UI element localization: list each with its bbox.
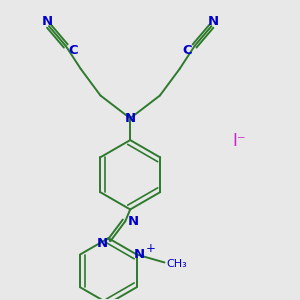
Text: C: C xyxy=(183,44,193,57)
Text: I⁻: I⁻ xyxy=(232,132,246,150)
Text: N: N xyxy=(41,15,52,28)
Text: CH₃: CH₃ xyxy=(166,260,187,269)
Text: N: N xyxy=(128,215,139,228)
Text: N: N xyxy=(97,237,108,250)
Text: N: N xyxy=(134,248,145,261)
Text: C: C xyxy=(68,44,77,57)
Text: +: + xyxy=(146,242,155,255)
Text: N: N xyxy=(124,112,136,125)
Text: N: N xyxy=(208,15,219,28)
